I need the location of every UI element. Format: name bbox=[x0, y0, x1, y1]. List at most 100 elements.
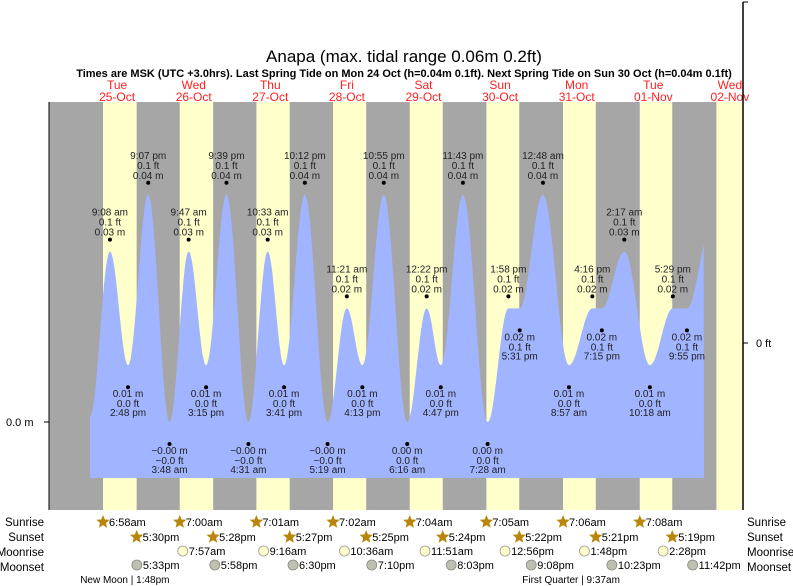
sunrise-icon bbox=[173, 515, 187, 528]
tide-point bbox=[438, 385, 443, 390]
tide-height-m: 0.02 m bbox=[658, 284, 689, 295]
tide-time: 10:18 am bbox=[629, 408, 671, 419]
tide-height-m: 0.01 m bbox=[269, 389, 300, 400]
sunset-time: 5:25pm bbox=[372, 532, 409, 544]
tide-point bbox=[485, 442, 490, 446]
high-tide-marker: 9:08 am0.1 ft0.03 m bbox=[92, 208, 128, 242]
row-label-moonset-left: Moonset bbox=[0, 562, 45, 574]
moonset-icon bbox=[131, 559, 143, 571]
tide-time: 4:16 pm bbox=[574, 264, 610, 275]
row-label-sunset-left: Sunset bbox=[8, 532, 45, 544]
sunset-time: 5:22pm bbox=[525, 532, 562, 544]
tide-time: 6:16 am bbox=[389, 465, 425, 476]
tide-height-ft: 0.1 ft bbox=[581, 274, 603, 285]
high-tide-marker: 4:16 pm0.1 ft0.02 m bbox=[574, 264, 610, 299]
moonrise-time: 9:16am bbox=[270, 546, 307, 558]
tide-height-m: 0.00 m bbox=[392, 446, 423, 457]
low-tide-marker: 0.01 m0.0 ft8:57 am bbox=[551, 385, 587, 419]
moonset-icon bbox=[366, 559, 378, 571]
day-label-date: 31-Oct bbox=[559, 90, 596, 104]
tide-time: 4:31 am bbox=[230, 465, 266, 476]
tide-height-ft: 0.0 ft bbox=[351, 399, 373, 410]
tide-point bbox=[265, 237, 270, 242]
chart-title: Anapa (max. tidal range 0.06m 0.2ft) bbox=[266, 47, 542, 66]
tide-height-ft: 0.1 ft bbox=[177, 218, 199, 229]
tide-height-m: 0.02 m bbox=[332, 284, 363, 295]
sunrise-icon bbox=[249, 515, 264, 528]
high-tide-marker: 1:58 pm0.1 ft0.02 m bbox=[490, 264, 526, 299]
tide-height-ft: −0.0 ft bbox=[234, 456, 262, 467]
tide-point bbox=[325, 442, 330, 446]
day-label-date: 26-Oct bbox=[176, 90, 213, 104]
day-label-date: 30-Oct bbox=[482, 90, 519, 104]
tide-time: 8:57 am bbox=[551, 408, 587, 419]
day-label-date: 25-Oct bbox=[99, 90, 136, 104]
high-tide-marker: 11:21 am0.1 ft0.02 m bbox=[326, 264, 367, 299]
tide-height-m: 0.01 m bbox=[113, 389, 144, 400]
moonset-time: 5:58pm bbox=[221, 560, 258, 572]
tide-point bbox=[204, 385, 209, 390]
tide-height-ft: 0.1 ft bbox=[257, 218, 279, 229]
tide-time: 10:12 pm bbox=[284, 151, 326, 162]
tide-height-ft: 0.0 ft bbox=[273, 399, 295, 410]
tide-time: 9:55 pm bbox=[669, 351, 705, 362]
tide-time: 7:15 pm bbox=[584, 351, 620, 362]
sunrise-time: 7:06am bbox=[569, 517, 606, 529]
tide-time: 5:31 pm bbox=[502, 351, 538, 362]
tide-height-ft: 0.1 ft bbox=[613, 218, 635, 229]
high-tide-marker: 12:22 pm0.1 ft0.02 m bbox=[406, 264, 448, 299]
tide-point bbox=[360, 385, 365, 390]
tide-height-ft: 0.1 ft bbox=[294, 161, 316, 172]
moonrise-icon bbox=[177, 545, 189, 557]
tide-point bbox=[344, 294, 349, 299]
tide-height-m: 0.04 m bbox=[290, 171, 321, 182]
tide-time: 5:29 pm bbox=[655, 264, 691, 275]
sunset-time: 5:21pm bbox=[602, 532, 639, 544]
tide-height-ft: 0.1 ft bbox=[662, 274, 684, 285]
tide-height-ft: 0.0 ft bbox=[477, 456, 499, 467]
tide-area bbox=[90, 194, 704, 479]
high-tide-marker: 10:55 pm0.1 ft0.04 m bbox=[363, 151, 405, 185]
sunset-icon bbox=[206, 530, 220, 543]
moonset-icon bbox=[606, 559, 618, 571]
sunset-time: 5:28pm bbox=[219, 532, 256, 544]
day-labels: Tue25-OctWed26-OctThu27-OctFri28-OctSat2… bbox=[99, 78, 749, 104]
tide-height-m: 0.04 m bbox=[211, 171, 242, 182]
moonset-icon bbox=[687, 559, 699, 571]
day-label-dow: Fri bbox=[340, 78, 354, 92]
moonrise-time: 1:48pm bbox=[590, 546, 627, 558]
moonrise-time: 10:36am bbox=[350, 546, 393, 558]
tide-height-m: 0.02 m bbox=[587, 332, 618, 343]
row-label-moonset-right: Moonset bbox=[747, 562, 792, 574]
day-label-dow: Tue bbox=[643, 78, 664, 92]
tide-height-ft: −0.0 ft bbox=[155, 456, 183, 467]
day-label-dow: Tue bbox=[107, 78, 128, 92]
tide-height-ft: 0.0 ft bbox=[639, 399, 661, 410]
tide-time: 3:48 am bbox=[151, 465, 187, 476]
moonset-time: 11:42pm bbox=[699, 560, 741, 572]
row-label-sunrise-left: Sunrise bbox=[5, 517, 44, 529]
tide-height-m: 0.01 m bbox=[347, 389, 378, 400]
tide-height-ft: 0.1 ft bbox=[497, 274, 519, 285]
high-tide-marker: 12:48 am0.1 ft0.04 m bbox=[522, 151, 564, 185]
tide-point bbox=[224, 180, 229, 185]
tide-time: 9:08 am bbox=[92, 208, 128, 219]
tide-height-m: 0.01 m bbox=[191, 389, 222, 400]
tide-height-ft: 0.0 ft bbox=[396, 456, 418, 467]
moonrise-icon bbox=[258, 545, 269, 557]
tide-time: 12:48 am bbox=[522, 151, 564, 162]
tide-time: 1:58 pm bbox=[490, 264, 526, 275]
sunrise-time: 7:05am bbox=[492, 517, 529, 529]
tide-point bbox=[460, 180, 465, 185]
tide-height-ft: 0.0 ft bbox=[558, 399, 580, 410]
tide-time: 9:39 pm bbox=[208, 151, 244, 162]
tide-point bbox=[506, 294, 511, 299]
tide-time: 5:19 am bbox=[309, 465, 345, 476]
tide-time: 11:43 pm bbox=[442, 151, 483, 162]
high-tide-marker: 10:12 pm0.1 ft0.04 m bbox=[284, 151, 326, 185]
tide-height-ft: 0.0 ft bbox=[195, 399, 217, 410]
tide-height-ft: 0.0 ft bbox=[117, 399, 139, 410]
moonset-icon bbox=[209, 559, 221, 571]
